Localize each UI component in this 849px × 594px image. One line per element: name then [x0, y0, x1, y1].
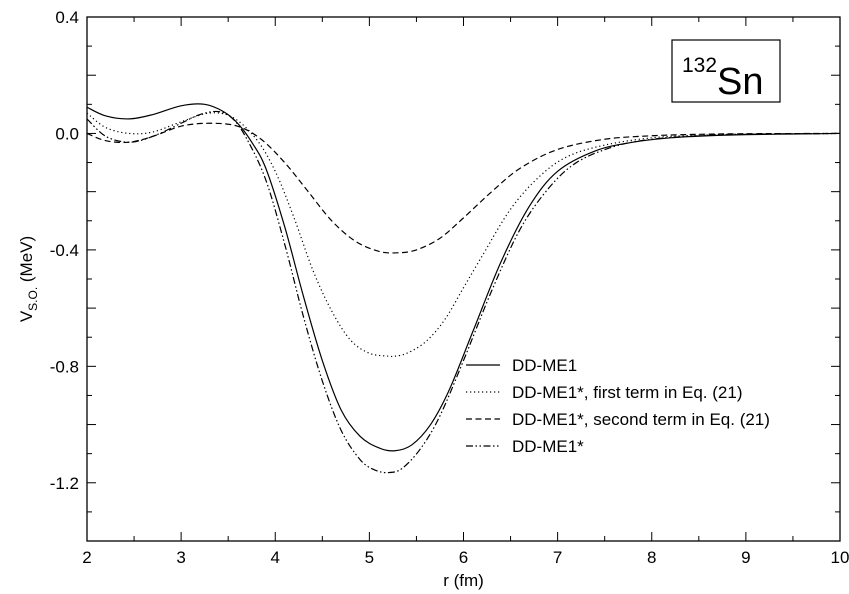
legend-label-4: DD-ME1*: [512, 437, 584, 456]
x-tick-label: 8: [647, 548, 656, 567]
nucleus-label: 132Sn: [682, 54, 764, 103]
y-axis-label-main: V: [17, 310, 36, 322]
legend-label-2: DD-ME1*, first term in Eq. (21): [512, 383, 743, 402]
y-tick-label: 0.0: [55, 124, 79, 143]
axis-ticks: [86, 16, 841, 542]
series-line-3: [86, 122, 841, 254]
y-tick-label: -0.8: [50, 357, 79, 376]
series-line-4: [86, 110, 841, 474]
x-tick-label: 3: [176, 548, 185, 567]
nucleus-label-frame: [671, 39, 781, 103]
x-tick-label: 7: [553, 548, 562, 567]
nucleus-mass-number: 132: [682, 54, 717, 77]
tick-labels: 2 3 4 5 6 7 8 9 10 -1.2 -0.8 -0.4 0.0 0.4: [50, 8, 849, 567]
y-axis-label: VS.O. (MeV): [17, 236, 40, 322]
y-tick-label: -1.2: [50, 474, 79, 493]
y-axis-label-unit: (MeV): [17, 236, 36, 287]
series-lines: [86, 103, 841, 474]
x-tick-label: 6: [459, 548, 468, 567]
plot-frame: [86, 16, 841, 542]
series-line-1: [86, 103, 841, 452]
x-axis-label: r (fm): [443, 571, 484, 590]
x-tick-label: 5: [365, 548, 374, 567]
nucleus-label-box: 132Sn: [671, 39, 781, 103]
legend: DD-ME1 DD-ME1*, first term in Eq. (21) DD-…: [466, 356, 770, 456]
y-tick-label: -0.4: [50, 241, 79, 260]
x-tick-label: 2: [82, 548, 91, 567]
legend-label-3: DD-ME1*, second term in Eq. (21): [512, 410, 770, 429]
series-line-2: [86, 112, 841, 358]
legend-label-1: DD-ME1: [512, 356, 577, 375]
x-tick-label: 4: [271, 548, 280, 567]
y-tick-label: 0.4: [55, 8, 79, 27]
x-tick-label: 9: [741, 548, 750, 567]
nucleus-element: Sn: [717, 61, 763, 103]
x-tick-label: 10: [831, 548, 849, 567]
y-axis-label-subscript: S.O.: [26, 287, 40, 311]
